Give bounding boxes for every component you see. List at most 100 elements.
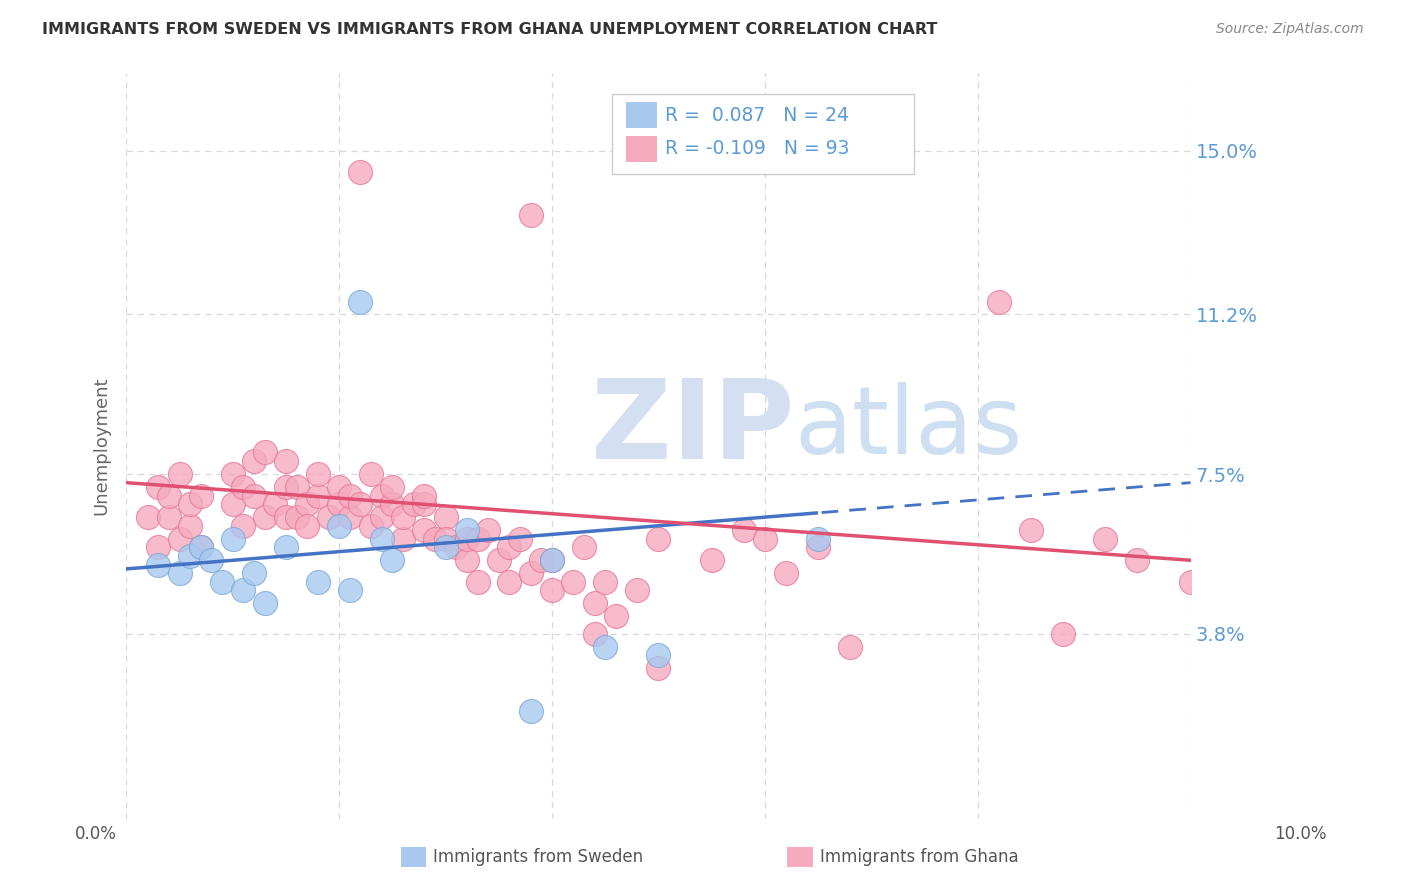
Point: [349, 497, 371, 511]
Point: [190, 541, 212, 555]
Point: [626, 583, 648, 598]
Text: Immigrants from Sweden: Immigrants from Sweden: [433, 848, 643, 866]
Point: [307, 574, 329, 589]
Point: [190, 541, 212, 555]
Text: ZIP: ZIP: [591, 375, 794, 482]
Point: [349, 294, 371, 309]
Point: [169, 532, 191, 546]
Point: [572, 541, 595, 555]
Point: [169, 566, 191, 581]
Point: [339, 510, 361, 524]
Point: [434, 532, 457, 546]
Point: [274, 541, 297, 555]
Point: [530, 553, 553, 567]
Text: 10.0%: 10.0%: [1274, 825, 1327, 843]
Point: [583, 626, 606, 640]
Text: Immigrants from Ghana: Immigrants from Ghana: [820, 848, 1018, 866]
Point: [1094, 532, 1116, 546]
Point: [456, 553, 478, 567]
Point: [274, 480, 297, 494]
Text: R =  0.087   N = 24: R = 0.087 N = 24: [665, 105, 849, 125]
Point: [307, 489, 329, 503]
Point: [285, 480, 308, 494]
Point: [583, 596, 606, 610]
Text: Source: ZipAtlas.com: Source: ZipAtlas.com: [1216, 22, 1364, 37]
Point: [243, 489, 266, 503]
Point: [700, 553, 723, 567]
Point: [413, 489, 436, 503]
Point: [392, 510, 415, 524]
Point: [370, 489, 392, 503]
Point: [413, 523, 436, 537]
Point: [179, 518, 201, 533]
Point: [562, 574, 585, 589]
Point: [477, 523, 499, 537]
Text: IMMIGRANTS FROM SWEDEN VS IMMIGRANTS FROM GHANA UNEMPLOYMENT CORRELATION CHART: IMMIGRANTS FROM SWEDEN VS IMMIGRANTS FRO…: [42, 22, 938, 37]
Point: [807, 541, 830, 555]
Point: [339, 489, 361, 503]
Point: [157, 510, 180, 524]
Point: [647, 648, 669, 662]
Point: [467, 574, 489, 589]
Text: R = -0.109   N = 93: R = -0.109 N = 93: [665, 139, 849, 159]
Y-axis label: Unemployment: Unemployment: [93, 376, 110, 516]
Point: [307, 467, 329, 481]
Point: [498, 574, 520, 589]
Point: [370, 510, 392, 524]
Point: [328, 497, 350, 511]
Point: [253, 510, 276, 524]
Point: [519, 704, 541, 718]
Point: [541, 583, 564, 598]
Point: [232, 583, 254, 598]
Point: [593, 640, 616, 654]
Point: [360, 518, 382, 533]
Point: [1052, 626, 1074, 640]
Point: [274, 510, 297, 524]
Point: [148, 480, 170, 494]
Point: [381, 553, 404, 567]
Point: [381, 480, 404, 494]
Point: [339, 583, 361, 598]
Point: [232, 518, 254, 533]
Point: [519, 208, 541, 222]
Point: [807, 532, 830, 546]
Point: [605, 609, 627, 624]
Point: [297, 518, 319, 533]
Point: [467, 532, 489, 546]
Point: [243, 454, 266, 468]
Point: [1126, 553, 1149, 567]
Point: [243, 566, 266, 581]
Point: [328, 480, 350, 494]
Text: 0.0%: 0.0%: [75, 825, 117, 843]
Point: [1180, 574, 1202, 589]
Point: [253, 445, 276, 459]
Point: [775, 566, 797, 581]
Point: [413, 497, 436, 511]
Point: [1019, 523, 1042, 537]
Point: [423, 532, 446, 546]
Point: [297, 497, 319, 511]
Point: [754, 532, 776, 546]
Point: [839, 640, 862, 654]
Point: [190, 489, 212, 503]
Point: [318, 510, 340, 524]
Point: [434, 510, 457, 524]
Point: [434, 541, 457, 555]
Point: [200, 553, 222, 567]
Point: [519, 566, 541, 581]
Point: [444, 541, 467, 555]
Point: [381, 497, 404, 511]
Point: [264, 497, 287, 511]
Point: [169, 467, 191, 481]
Point: [733, 523, 755, 537]
Point: [148, 541, 170, 555]
Point: [456, 523, 478, 537]
Point: [157, 489, 180, 503]
Point: [360, 467, 382, 481]
Point: [498, 541, 520, 555]
Point: [509, 532, 531, 546]
Point: [222, 467, 245, 481]
Point: [541, 553, 564, 567]
Point: [222, 497, 245, 511]
Point: [285, 510, 308, 524]
